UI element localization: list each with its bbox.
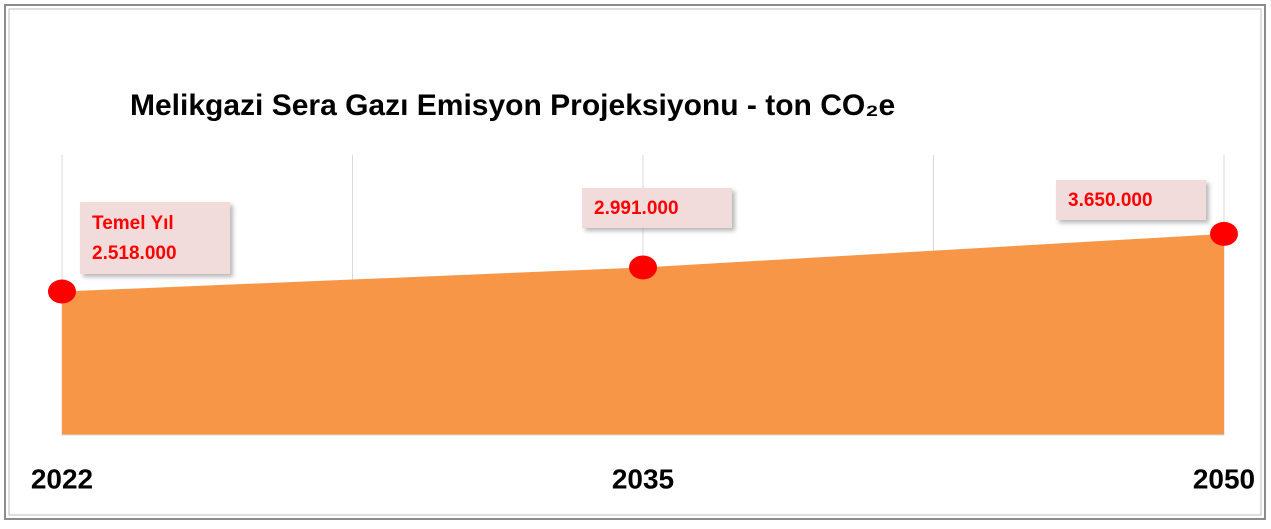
data-label: 2.518.000 <box>92 243 177 264</box>
data-label: 3.650.000 <box>1068 190 1153 211</box>
marker <box>629 255 657 280</box>
chart-title: Melikgazi Sera Gazı Emisyon Projeksiyonu… <box>130 89 895 122</box>
x-tick-label: 2050 <box>1193 463 1255 494</box>
x-tick-label: 2035 <box>612 463 674 494</box>
inner-frame <box>8 8 1262 516</box>
label-box <box>582 188 732 228</box>
marker <box>48 279 76 304</box>
data-label: 2.991.000 <box>594 198 679 219</box>
marker <box>1210 221 1238 246</box>
label-box <box>1056 180 1206 220</box>
area <box>62 233 1224 435</box>
label-box <box>80 202 230 274</box>
x-tick-label: 2022 <box>31 463 93 494</box>
annotation: Temel Yıl <box>92 213 174 234</box>
